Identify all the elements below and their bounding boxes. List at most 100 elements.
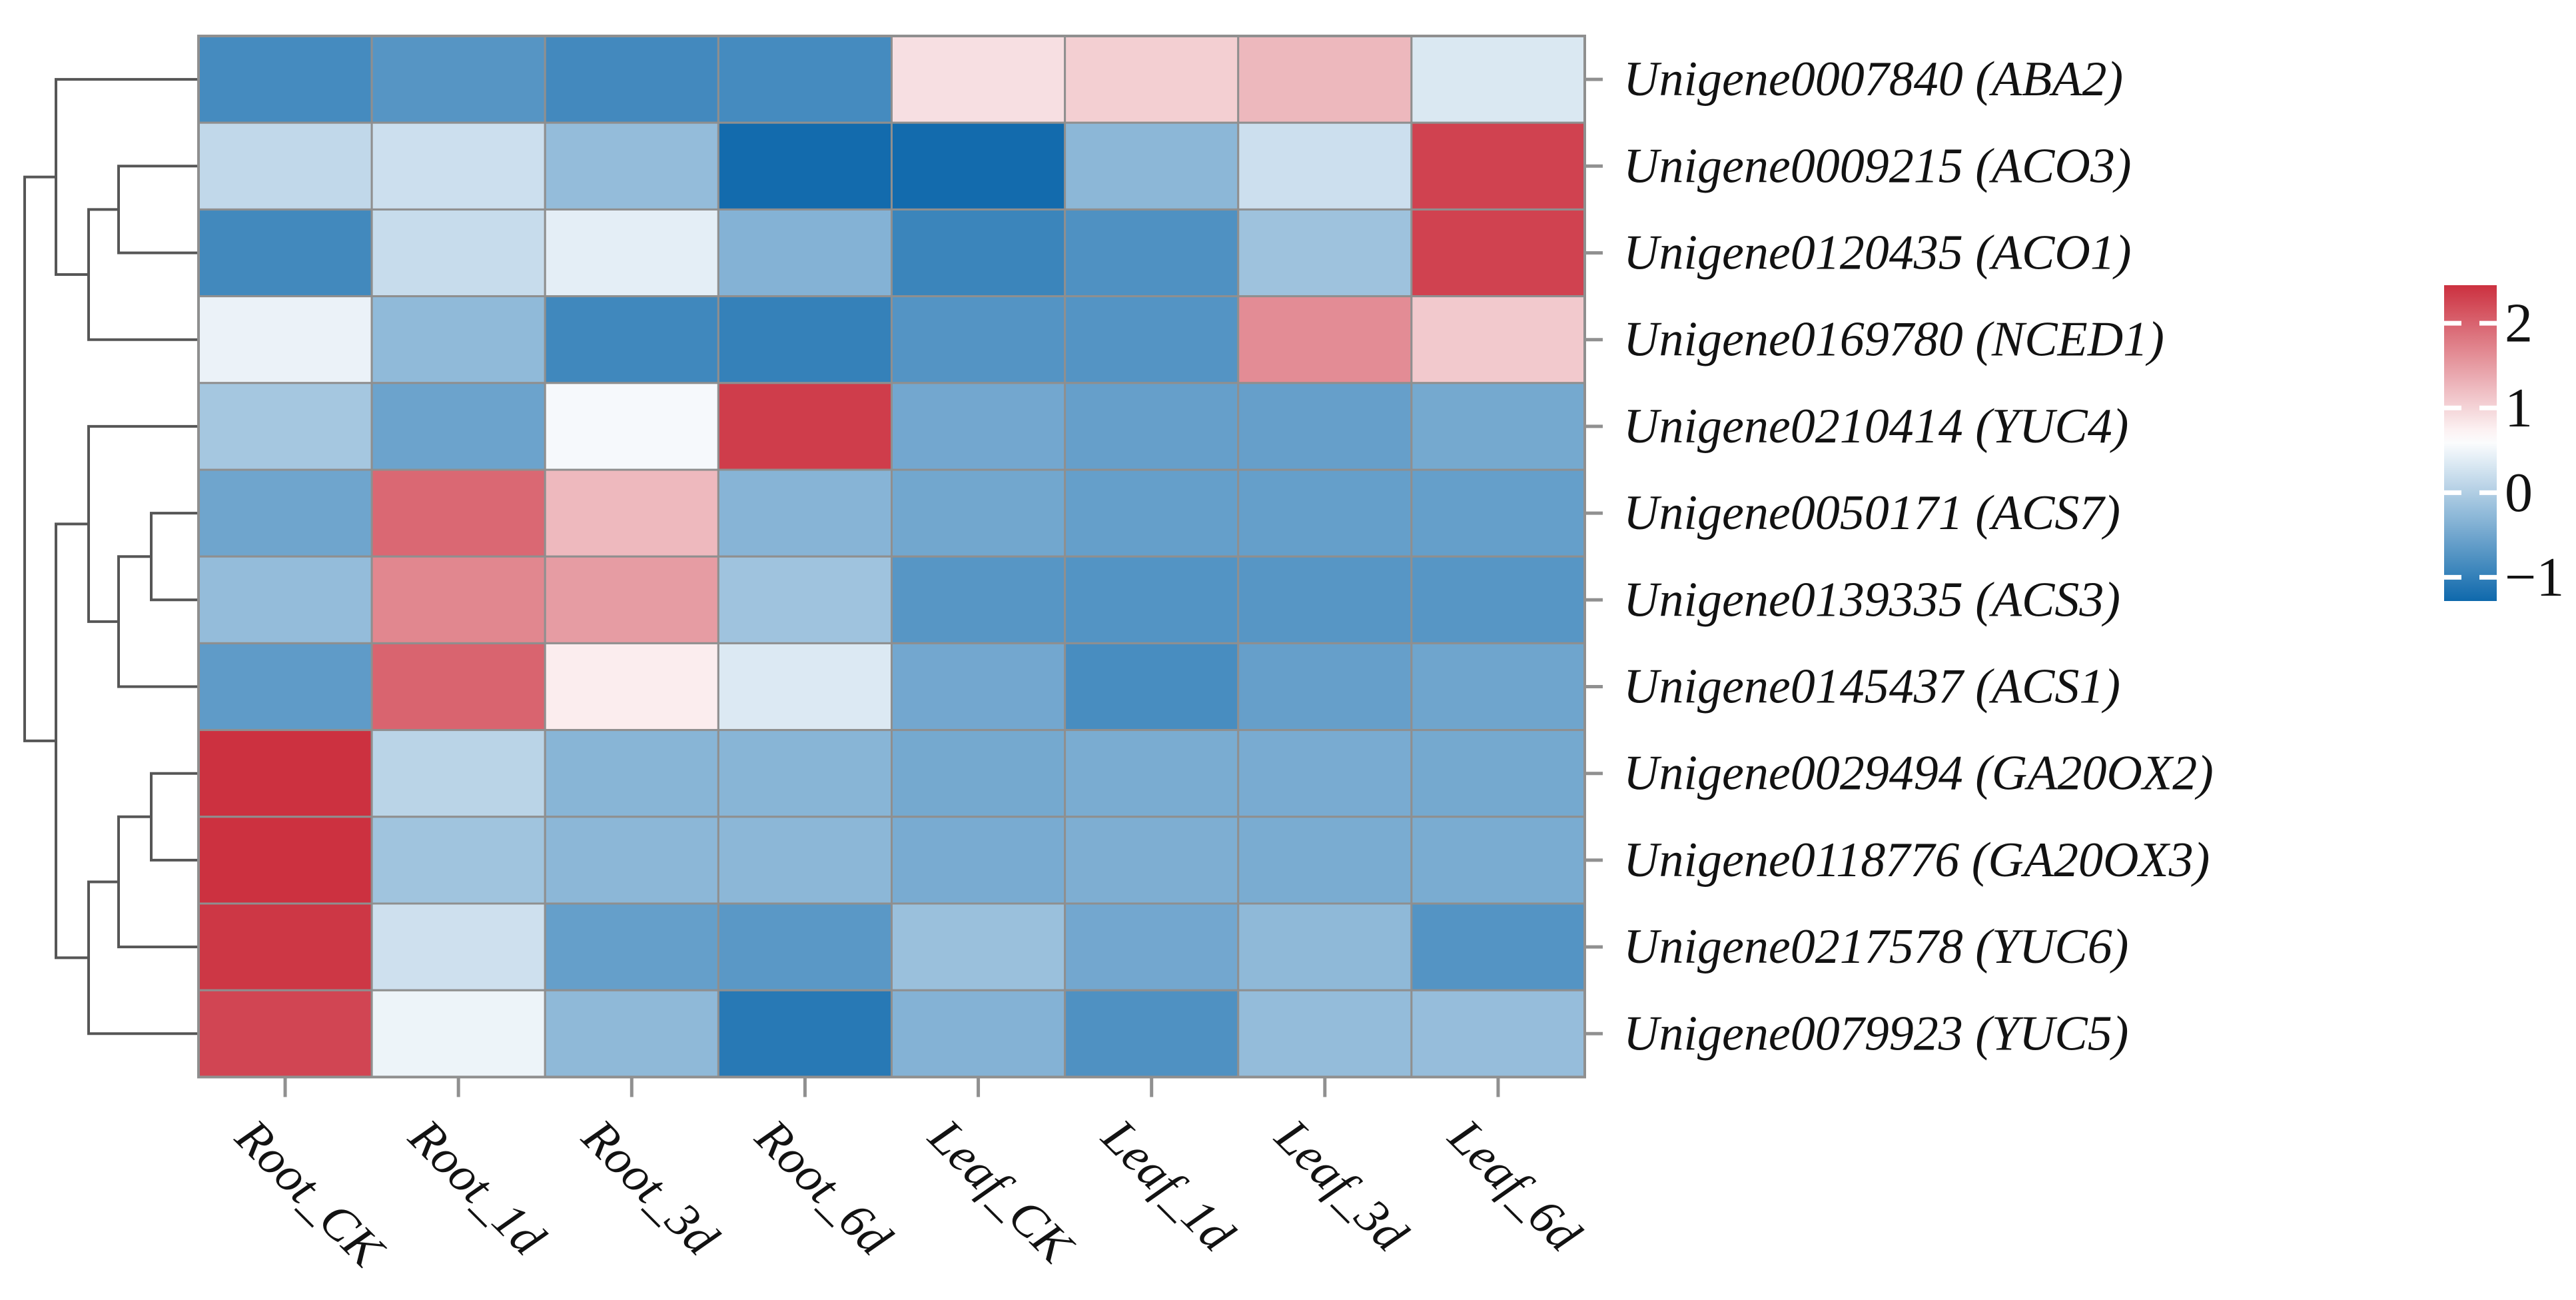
column-label: Root_3d	[572, 1109, 729, 1267]
heatmap-cell	[1237, 729, 1413, 818]
heatmap-cell	[370, 642, 546, 732]
heatmap-cell	[544, 642, 719, 732]
heatmap-cell	[717, 295, 893, 384]
heatmap-cell	[197, 35, 373, 124]
color-legend: 2 1 0 −1	[2444, 285, 2564, 608]
row-label: Unigene0050171 (ACS7)	[1623, 486, 2120, 540]
heatmap-cell	[717, 816, 893, 905]
column-label: Leaf_CK	[918, 1109, 1084, 1275]
heatmap-cell	[1410, 555, 1586, 644]
heatmap-cell	[370, 989, 546, 1078]
column-labels: Root_CK Root_1d Root_3d Root_6d Leaf_CK Leaf_…	[224, 1077, 1591, 1279]
heatmap-cell	[717, 468, 893, 558]
heatmap-cells	[197, 35, 1586, 1079]
heatmap-cell	[370, 295, 546, 384]
heatmap-cell	[544, 208, 719, 298]
heatmap-frame	[197, 35, 1586, 1079]
heatmap-cell	[891, 816, 1067, 905]
row-label: Unigene0217578 (YUC6)	[1623, 920, 2128, 974]
row-label: Unigene0139335 (ACS3)	[1623, 572, 2120, 627]
heatmap-cell	[1410, 989, 1586, 1078]
heatmap-cell	[1237, 35, 1413, 124]
heatmap-cell	[891, 729, 1067, 818]
heatmap-cell	[197, 902, 373, 991]
heatmap-cell	[370, 468, 546, 558]
heatmap-cell	[544, 35, 719, 124]
heatmap-cell	[370, 902, 546, 991]
heatmap-cell	[1064, 816, 1240, 905]
heatmap-cell	[197, 816, 373, 905]
heatmap-cell	[197, 208, 373, 298]
row-label: Unigene0079923 (YUC5)	[1623, 1006, 2128, 1061]
heatmap-cell	[717, 989, 893, 1078]
legend-tick-label: −1	[2505, 546, 2564, 608]
row-dendrogram	[23, 78, 200, 1035]
row-labels: Unigene0007840 (ABA2) Unigene0009215 (ACO…	[1584, 52, 2214, 1061]
column-label: Root_6d	[745, 1109, 903, 1267]
heatmap-cell	[197, 555, 373, 644]
heatmap-cell	[1410, 468, 1586, 558]
row-label: Unigene0169780 (NCED1)	[1623, 313, 2164, 367]
heatmap-cell	[1410, 642, 1586, 732]
heatmap-cell	[1064, 382, 1240, 471]
dendrogram-lines	[23, 78, 200, 1035]
heatmap-cell	[370, 555, 546, 644]
heatmap-cell	[1237, 295, 1413, 384]
column-label: Leaf_6d	[1438, 1109, 1591, 1263]
heatmap-cell	[370, 382, 546, 471]
heatmap-cell	[1064, 729, 1240, 818]
row-label: Unigene0145437 (ACS1)	[1623, 660, 2120, 714]
heatmap-cell	[1237, 816, 1413, 905]
legend-tick-label: 2	[2505, 293, 2533, 354]
column-label: Root_1d	[398, 1109, 556, 1267]
heatmap-cell	[1410, 208, 1586, 298]
heatmap-cell	[544, 382, 719, 471]
heatmap-cell	[891, 555, 1067, 644]
heatmap-cell	[1410, 121, 1586, 211]
heatmap-cell	[1410, 295, 1586, 384]
heatmap-cell	[1064, 35, 1240, 124]
heatmap-cell	[717, 642, 893, 732]
column-label: Leaf_3d	[1264, 1109, 1418, 1263]
heatmap-cell	[544, 729, 719, 818]
heatmap-cell	[717, 35, 893, 124]
row-label: Unigene0007840 (ABA2)	[1623, 52, 2123, 107]
heatmap-cell	[1237, 121, 1413, 211]
heatmap-cell	[891, 642, 1067, 732]
heatmap-cell	[544, 555, 719, 644]
heatmap-cell	[370, 729, 546, 818]
heatmap-cell	[717, 902, 893, 991]
row-label: Unigene0120435 (ACO1)	[1623, 226, 2131, 281]
row-label: Unigene0029494 (GA20OX2)	[1623, 746, 2214, 801]
heatmap-cell	[891, 468, 1067, 558]
heatmap-cell	[1064, 295, 1240, 384]
column-label: Leaf_1d	[1091, 1109, 1245, 1263]
heatmap-cell	[1410, 382, 1586, 471]
heatmap-cell	[717, 208, 893, 298]
heatmap-cell	[1237, 382, 1413, 471]
heatmap-cell	[717, 729, 893, 818]
column-label: Root_CK	[224, 1109, 395, 1279]
heatmap-cell	[1410, 816, 1586, 905]
row-label: Unigene0009215 (ACO3)	[1623, 139, 2131, 193]
heatmap-cell	[1237, 989, 1413, 1078]
heatmap-cell	[891, 35, 1067, 124]
heatmap-cell	[544, 295, 719, 384]
heatmap-cell	[370, 121, 546, 211]
heatmap-cell	[544, 902, 719, 991]
heatmap-cell	[1410, 35, 1586, 124]
heatmap-cell	[1064, 121, 1240, 211]
heatmap-cell	[1410, 729, 1586, 818]
heatmap-cell	[1064, 468, 1240, 558]
heatmap-cell	[891, 989, 1067, 1078]
heatmap-cell	[197, 989, 373, 1078]
legend-tick-label: 1	[2505, 377, 2533, 439]
heatmap-cell	[197, 642, 373, 732]
heatmap-cell	[1237, 468, 1413, 558]
heatmap-cell	[1237, 642, 1413, 732]
heatmap-cell	[544, 468, 719, 558]
heatmap-cell	[1064, 642, 1240, 732]
heatmap-cell	[1410, 902, 1586, 991]
